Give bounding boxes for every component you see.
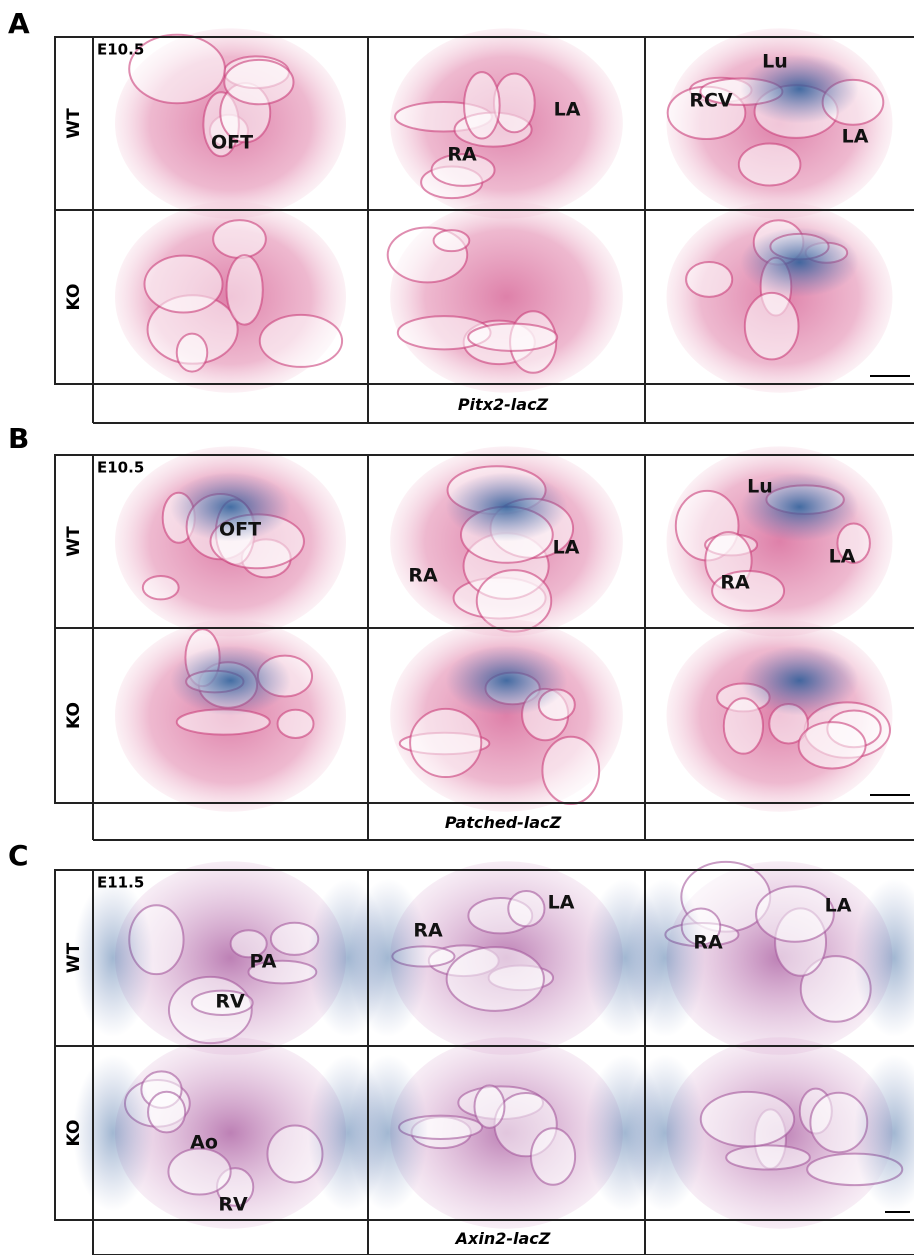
panel-letter: C bbox=[8, 839, 29, 872]
lacz-stain bbox=[625, 879, 705, 1037]
micrograph bbox=[115, 446, 346, 636]
tissue-structure bbox=[686, 262, 732, 297]
structure-label: LA bbox=[829, 546, 856, 568]
tissue-structure bbox=[745, 293, 799, 360]
structure-label: Lu bbox=[747, 476, 773, 498]
micrograph bbox=[667, 619, 893, 812]
micrograph bbox=[625, 861, 914, 1055]
panel-letter: B bbox=[8, 422, 29, 455]
lacz-stain bbox=[73, 879, 153, 1037]
lacz-stain bbox=[740, 227, 858, 297]
row-label: KO bbox=[64, 284, 84, 311]
figure: A WT KO E10.5 Pitx2-lacZ OFT RA LA RCV Lu LA B WT KO E… bbox=[0, 0, 914, 1255]
structure-label: LA bbox=[825, 895, 852, 917]
micrograph bbox=[390, 619, 623, 812]
lacz-stain bbox=[625, 1055, 705, 1212]
micrograph bbox=[390, 446, 623, 636]
tissue-structure bbox=[756, 886, 834, 941]
lacz-stain bbox=[348, 879, 428, 1037]
tissue-structure bbox=[278, 710, 314, 738]
micrograph bbox=[667, 201, 893, 392]
micrograph bbox=[388, 201, 623, 392]
tissue-structure bbox=[531, 1128, 575, 1184]
structure-label: RA bbox=[413, 920, 443, 942]
lacz-stain bbox=[740, 646, 858, 716]
tissue-structure bbox=[177, 334, 207, 372]
structure-label: LA bbox=[553, 537, 580, 559]
tissue-structure bbox=[508, 891, 544, 926]
tissue-structure bbox=[464, 72, 500, 138]
tissue-structure bbox=[468, 324, 557, 351]
tissue-structure bbox=[474, 1085, 504, 1128]
lacz-stain bbox=[73, 1055, 153, 1212]
row-label: WT bbox=[64, 942, 84, 973]
lacz-stain bbox=[170, 646, 291, 716]
structure-label: RA bbox=[720, 572, 750, 594]
tissue-structure bbox=[144, 256, 222, 313]
tissue-structure bbox=[227, 255, 263, 325]
lacz-stain bbox=[446, 646, 568, 716]
row-label: WT bbox=[64, 526, 84, 557]
lacz-stain bbox=[740, 54, 858, 123]
tissue-structure bbox=[542, 737, 599, 804]
stage-label: E10.5 bbox=[97, 459, 144, 477]
panel: A WT KO E10.5 Pitx2-lacZ OFT RA LA RCV Lu LA bbox=[8, 7, 914, 423]
stage-label: E10.5 bbox=[97, 41, 144, 59]
row-label: KO bbox=[64, 702, 84, 729]
micrograph bbox=[348, 861, 665, 1055]
micrograph bbox=[115, 28, 346, 218]
lacz-stain bbox=[446, 472, 568, 541]
structure-label: Ao bbox=[190, 1132, 218, 1154]
row-label: KO bbox=[64, 1120, 84, 1147]
tissue-structure bbox=[739, 144, 801, 186]
reporter-label: Axin2-lacZ bbox=[454, 1229, 551, 1248]
structure-label: PA bbox=[250, 951, 277, 973]
stage-label: E11.5 bbox=[97, 874, 144, 892]
tissue-structure bbox=[213, 220, 266, 258]
micrograph bbox=[115, 201, 346, 392]
tissue-structure bbox=[701, 1092, 794, 1147]
structure-label: OFT bbox=[219, 519, 261, 541]
row-label: WT bbox=[64, 108, 84, 139]
tissue-structure bbox=[447, 947, 544, 1011]
micrograph bbox=[667, 446, 893, 636]
tissue-structure bbox=[434, 230, 470, 251]
micrograph bbox=[390, 28, 623, 218]
tissue-structure bbox=[799, 722, 866, 768]
tissue-structure bbox=[726, 1145, 810, 1169]
tissue-structure bbox=[410, 709, 481, 777]
structure-label: RA bbox=[408, 565, 438, 587]
tissue-structure bbox=[724, 698, 763, 753]
panel: B WT KO E10.5 Patched-lacZ OFT RA LA Lu LA RA bbox=[8, 422, 914, 840]
tissue-structure bbox=[143, 576, 179, 599]
panel-letter: A bbox=[8, 7, 30, 40]
micrograph bbox=[348, 1037, 665, 1228]
micrograph bbox=[625, 1037, 914, 1228]
tissue-structure bbox=[224, 60, 293, 104]
structure-label: OFT bbox=[211, 132, 253, 154]
structure-label: LA bbox=[842, 126, 869, 148]
structure-label: RCV bbox=[689, 90, 733, 112]
reporter-label: Patched-lacZ bbox=[445, 813, 562, 832]
structure-label: RV bbox=[218, 1194, 248, 1216]
structure-label: LA bbox=[548, 892, 575, 914]
tissue-structure bbox=[168, 1149, 230, 1195]
reporter-label: Pitx2-lacZ bbox=[458, 395, 549, 414]
micrograph bbox=[115, 619, 346, 812]
tissue-structure bbox=[148, 1092, 185, 1133]
tissue-structure bbox=[260, 315, 342, 367]
lacz-stain bbox=[348, 1055, 428, 1212]
structure-label: RA bbox=[447, 144, 477, 166]
structure-label: RV bbox=[215, 991, 245, 1013]
structure-label: RA bbox=[693, 932, 723, 954]
structure-label: Lu bbox=[762, 51, 788, 73]
structure-label: LA bbox=[554, 99, 581, 121]
